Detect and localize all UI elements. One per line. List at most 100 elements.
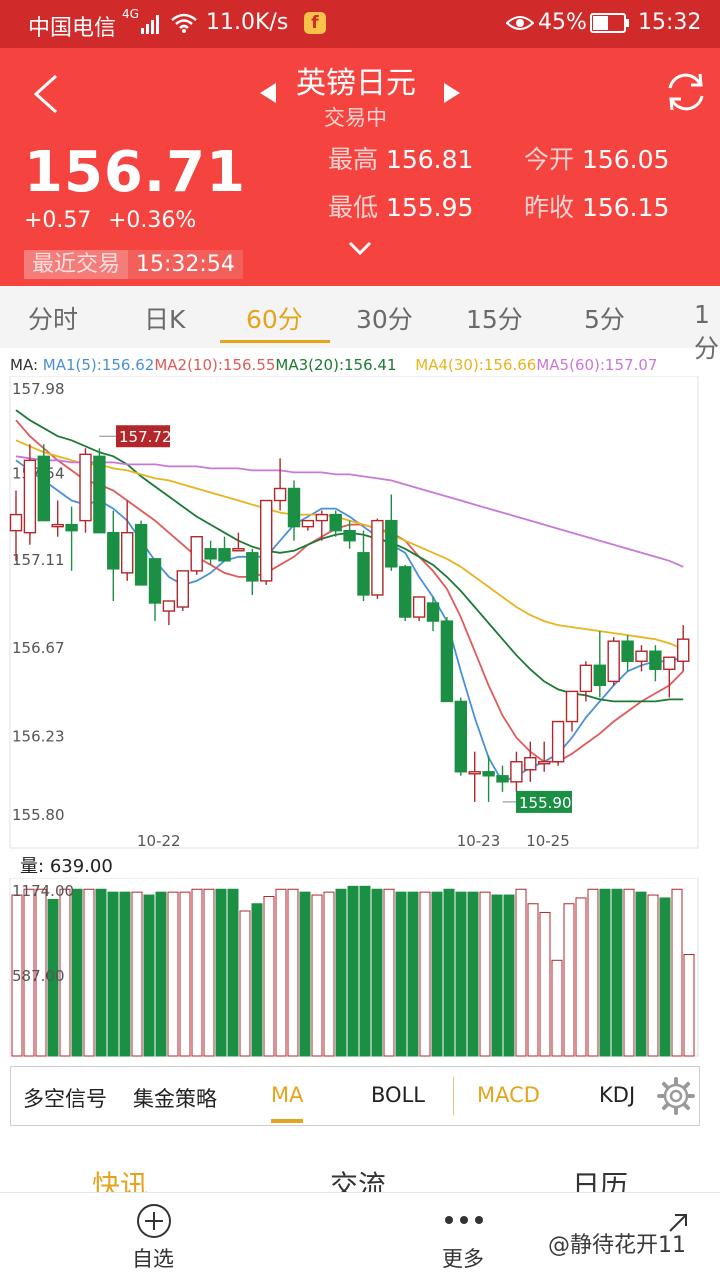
tab-news-flash[interactable]: 快讯 (92, 1169, 149, 1192)
indicator-ma[interactable]: MA (271, 1083, 304, 1107)
volume-bar (47, 898, 59, 1057)
price-change-percent: +0.36% (108, 208, 197, 233)
volume-bar (347, 885, 359, 1057)
tab-1min[interactable]: 1分 (694, 300, 720, 363)
candle-down (440, 620, 454, 703)
tab-community[interactable]: 交流 (330, 1169, 387, 1192)
y-tick-label: 156.23 (12, 728, 65, 746)
candle-up (232, 548, 245, 552)
volume-bar (635, 891, 647, 1057)
volume-bar (407, 891, 419, 1057)
last-trade-row: 最近交易 15:32:54 (24, 246, 243, 279)
volume-bar (383, 888, 395, 1057)
volume-bar (95, 888, 107, 1057)
price-change: +0.57 (24, 208, 92, 233)
indicator-macd[interactable]: MACD (477, 1083, 540, 1107)
candle-up (9, 513, 23, 532)
tab-60min[interactable]: 60分 (246, 305, 303, 334)
quote-header: 英镑日元 交易中 156.71 +0.57 +0.36% 最近交易 15:32:5… (0, 48, 720, 286)
volume-bar (251, 903, 263, 1057)
volume-bar (395, 891, 407, 1057)
volume-label: 量: (20, 856, 45, 877)
y-tick-label: 157.98 (12, 380, 65, 398)
wifi-icon (171, 13, 197, 33)
volume-bar (659, 897, 671, 1057)
bottom-nav: 自选 更多 @静待花开11 (0, 1192, 720, 1281)
candle-down (426, 602, 440, 622)
indicator-kdj[interactable]: KDJ (599, 1083, 636, 1107)
share-arrow-icon[interactable] (666, 1211, 690, 1235)
x-tick-label: 10-23 (457, 832, 501, 850)
tab-15min[interactable]: 15分 (466, 305, 523, 334)
volume-bar (23, 888, 35, 1057)
high-stat: 最高 156.81 (328, 140, 473, 176)
volume-bar (131, 891, 143, 1057)
volume-bar (359, 885, 371, 1057)
back-arrow-icon[interactable] (28, 72, 62, 116)
indicator-settings-gear-icon[interactable] (657, 1077, 695, 1115)
volume-bar (227, 888, 239, 1057)
tab-calendar[interactable]: 日历 (572, 1169, 629, 1192)
volume-bar (503, 894, 515, 1057)
volume-tick-label: 587.00 (12, 967, 65, 985)
max-marker-box (116, 425, 170, 448)
volume-bar (647, 894, 659, 1057)
candle-up (565, 690, 579, 723)
indicator-divider (453, 1077, 454, 1115)
nav-watchlist-label[interactable]: 自选 (132, 1247, 174, 1271)
candle-up (510, 761, 523, 783)
app-notification-icon: f (304, 12, 326, 34)
ma-legend: MA: MA1(5):156.62MA2(10):156.55MA3(20):1… (10, 356, 657, 374)
volume-bar (119, 891, 131, 1057)
low-value: 155.95 (385, 193, 474, 222)
add-watchlist-icon[interactable] (136, 1203, 172, 1239)
candle-down (482, 771, 495, 777)
ma2-value: MA2(10):156.55 (154, 356, 276, 374)
news-tabs: 快讯 交流 日历 (0, 1148, 720, 1192)
volume-bar (203, 888, 215, 1057)
volume-bar (611, 888, 623, 1057)
open-value: 156.05 (581, 145, 670, 174)
tab-daily-k[interactable]: 日K (144, 305, 186, 334)
indicator-boll[interactable]: BOLL (371, 1083, 425, 1107)
volume-bar (491, 894, 503, 1057)
candle-up (524, 757, 537, 771)
volume-bar (371, 888, 383, 1057)
ma-line-5 (15, 455, 684, 568)
tab-timeshare[interactable]: 分时 (28, 305, 79, 334)
volume-bar (479, 891, 491, 1057)
high-label: 最高 (328, 145, 379, 174)
next-instrument-icon[interactable] (442, 82, 462, 104)
volume-value: 639.00 (49, 856, 113, 877)
refresh-icon[interactable] (664, 70, 708, 114)
candle-down (204, 548, 217, 560)
open-label: 今开 (524, 145, 575, 174)
prev-instrument-icon[interactable] (258, 82, 278, 104)
ma1-value: MA1(5):156.62 (42, 356, 155, 374)
low-label: 最低 (328, 193, 379, 222)
candle-up (538, 761, 551, 765)
volume-chart[interactable]: 1174.00 587.00 (0, 878, 720, 1058)
volume-bar (287, 888, 299, 1057)
prev-close-stat: 昨收 156.15 (524, 188, 669, 224)
candle-up (190, 535, 203, 572)
min-marker-box (516, 790, 572, 813)
indicator-strategy[interactable]: 集金策略 (133, 1087, 217, 1111)
more-dots-icon[interactable] (444, 1215, 484, 1225)
expand-chevron-icon[interactable] (348, 240, 372, 256)
volume-bar (323, 891, 335, 1057)
ma4-value: MA4(30):156.66 (415, 356, 537, 374)
ma-line-4 (15, 439, 684, 651)
volume-bar (551, 959, 563, 1057)
tab-30min[interactable]: 30分 (356, 305, 413, 334)
volume-bar (107, 891, 119, 1057)
volume-bar (335, 888, 347, 1057)
nav-more-label[interactable]: 更多 (442, 1247, 484, 1271)
indicator-long-short[interactable]: 多空信号 (23, 1087, 107, 1111)
volume-bar (299, 891, 311, 1057)
volume-bar (683, 954, 695, 1057)
tab-5min[interactable]: 5分 (584, 305, 625, 334)
eye-icon (506, 16, 534, 30)
volume-bar (215, 888, 227, 1057)
